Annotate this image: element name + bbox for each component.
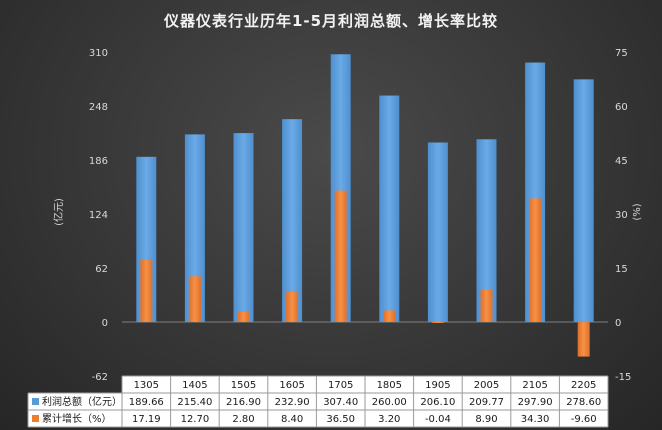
y-right-tick-label: 0 bbox=[615, 318, 621, 329]
growth-value-cell: 36.50 bbox=[326, 414, 355, 425]
y-left-tick-label: 62 bbox=[95, 264, 108, 275]
profit-value-cell: 215.40 bbox=[177, 397, 212, 408]
category-label: 1705 bbox=[328, 380, 353, 391]
y-left-tick-label: 310 bbox=[89, 48, 108, 59]
growth-value-cell: 17.19 bbox=[132, 414, 161, 425]
profit-bar bbox=[184, 134, 205, 322]
profit-value-cell: 278.60 bbox=[566, 397, 601, 408]
profit-value-cell: 189.66 bbox=[129, 397, 164, 408]
chart-title: 仪器仪表行业历年1-5月利润总额、增长率比较 bbox=[163, 12, 499, 30]
growth-value-cell: 34.30 bbox=[521, 414, 550, 425]
profit-bar bbox=[233, 133, 254, 322]
category-label: 1605 bbox=[279, 380, 304, 391]
category-label: 1505 bbox=[231, 380, 256, 391]
y-right-axis-label: (%) bbox=[632, 203, 643, 220]
growth-bar bbox=[188, 276, 201, 322]
profit-bar bbox=[476, 139, 497, 322]
growth-bar bbox=[529, 198, 542, 322]
category-label: 1305 bbox=[134, 380, 159, 391]
growth-value-cell: 2.80 bbox=[232, 414, 254, 425]
y-right-tick-label: 45 bbox=[615, 156, 628, 167]
profit-value-cell: 307.40 bbox=[323, 397, 358, 408]
legend-label-profit: 利润总额（亿元） bbox=[42, 395, 122, 408]
growth-bar bbox=[431, 322, 444, 323]
growth-bar bbox=[383, 310, 396, 322]
growth-bar bbox=[237, 311, 250, 322]
y-right-tick-label: 75 bbox=[615, 48, 628, 59]
growth-bar bbox=[334, 190, 347, 322]
y-left-tick-label: 124 bbox=[89, 210, 108, 221]
profit-bar bbox=[427, 142, 448, 322]
category-label: 2005 bbox=[474, 380, 499, 391]
profit-bar bbox=[573, 79, 594, 322]
growth-bar bbox=[480, 289, 493, 322]
growth-bar bbox=[577, 322, 590, 357]
category-label: 1905 bbox=[425, 380, 450, 391]
y-right-tick-label: 60 bbox=[615, 102, 628, 113]
profit-value-cell: 209.77 bbox=[469, 397, 504, 408]
y-right-tick-label: -15 bbox=[615, 372, 631, 383]
growth-value-cell: 3.20 bbox=[378, 414, 400, 425]
profit-value-cell: 216.90 bbox=[226, 397, 261, 408]
profit-value-cell: 297.90 bbox=[518, 397, 553, 408]
growth-bar bbox=[286, 291, 299, 322]
growth-value-cell: 8.40 bbox=[281, 414, 303, 425]
legend-key-growth bbox=[32, 415, 39, 422]
legend-key-profit bbox=[32, 398, 39, 405]
growth-value-cell: 12.70 bbox=[181, 414, 210, 425]
y-left-tick-label: 248 bbox=[89, 102, 108, 113]
category-label: 2105 bbox=[522, 380, 547, 391]
profit-value-cell: 206.10 bbox=[420, 397, 455, 408]
y-left-tick-label: -62 bbox=[92, 372, 108, 383]
legend-label-growth: 累计增长（%） bbox=[42, 412, 112, 425]
profit-value-cell: 260.00 bbox=[372, 397, 407, 408]
category-label: 2205 bbox=[571, 380, 596, 391]
y-right-tick-label: 30 bbox=[615, 210, 628, 221]
growth-value-cell: 8.90 bbox=[475, 414, 497, 425]
y-left-tick-label: 186 bbox=[89, 156, 108, 167]
profit-value-cell: 232.90 bbox=[275, 397, 310, 408]
profit-bar bbox=[379, 95, 400, 322]
y-left-tick-label: 0 bbox=[102, 318, 108, 329]
category-label: 1405 bbox=[182, 380, 207, 391]
y-right-tick-label: 15 bbox=[615, 264, 628, 275]
growth-value-cell: -9.60 bbox=[571, 414, 597, 425]
y-left-axis-label: (亿元) bbox=[52, 198, 65, 226]
profit-bar bbox=[282, 119, 303, 322]
growth-value-cell: -0.04 bbox=[425, 414, 451, 425]
growth-bar bbox=[140, 260, 153, 322]
category-label: 1805 bbox=[377, 380, 402, 391]
